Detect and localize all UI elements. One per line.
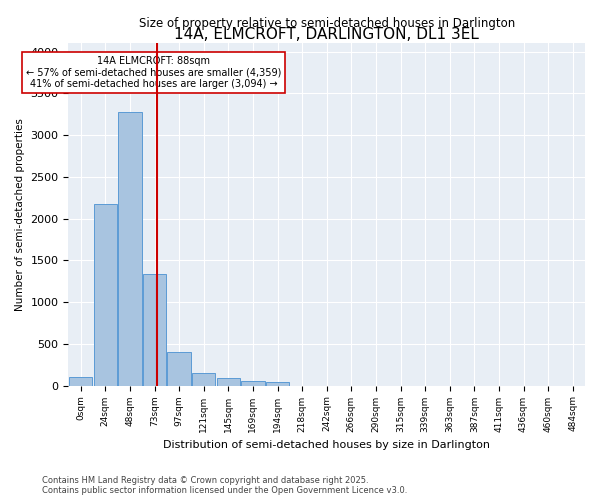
Y-axis label: Number of semi-detached properties: Number of semi-detached properties	[15, 118, 25, 311]
Text: Size of property relative to semi-detached houses in Darlington: Size of property relative to semi-detach…	[139, 16, 515, 30]
Bar	[94, 204, 117, 386]
Bar	[266, 382, 289, 386]
Text: 14A ELMCROFT: 88sqm
← 57% of semi-detached houses are smaller (4,359)
41% of sem: 14A ELMCROFT: 88sqm ← 57% of semi-detach…	[26, 56, 281, 89]
Bar	[192, 372, 215, 386]
Bar	[167, 352, 191, 386]
Bar	[143, 274, 166, 386]
Title: 14A, ELMCROFT, DARLINGTON, DL1 3EL: 14A, ELMCROFT, DARLINGTON, DL1 3EL	[174, 27, 479, 42]
X-axis label: Distribution of semi-detached houses by size in Darlington: Distribution of semi-detached houses by …	[163, 440, 490, 450]
Bar	[217, 378, 240, 386]
Text: Contains HM Land Registry data © Crown copyright and database right 2025.
Contai: Contains HM Land Registry data © Crown c…	[42, 476, 407, 495]
Bar	[69, 377, 92, 386]
Bar	[241, 382, 265, 386]
Bar	[118, 112, 142, 386]
